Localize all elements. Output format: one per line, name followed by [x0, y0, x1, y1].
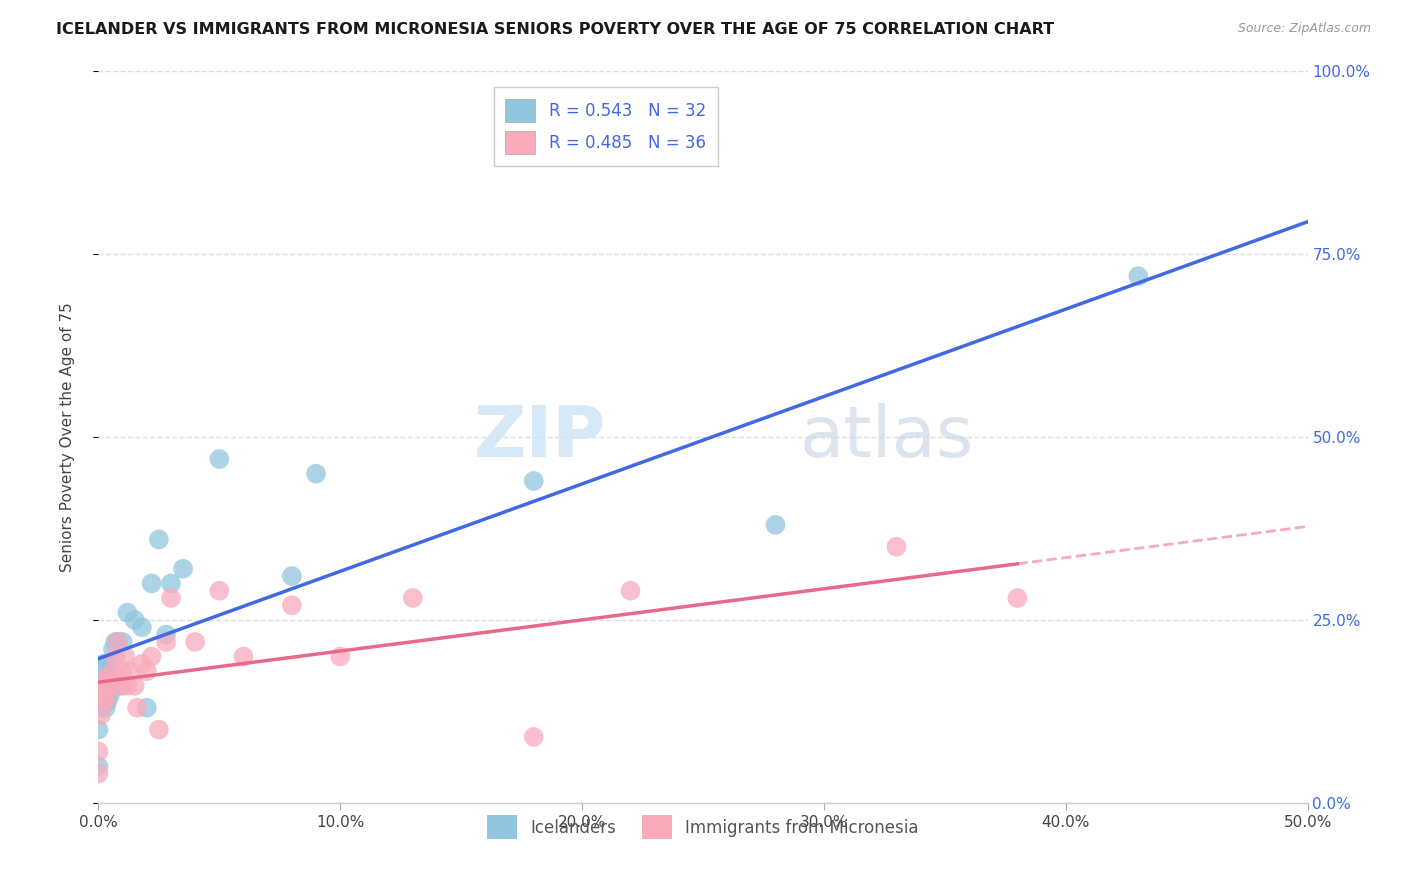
Point	[619, 583, 641, 598]
Point	[141, 576, 163, 591]
Point	[305, 467, 328, 481]
Point	[1007, 591, 1029, 605]
Point	[131, 620, 153, 634]
Point	[94, 657, 117, 671]
Point	[135, 664, 157, 678]
Point	[232, 649, 254, 664]
Text: ICELANDER VS IMMIGRANTS FROM MICRONESIA SENIORS POVERTY OVER THE AGE OF 75 CORRE: ICELANDER VS IMMIGRANTS FROM MICRONESIA …	[56, 22, 1054, 37]
Point	[124, 613, 146, 627]
Point	[208, 452, 231, 467]
Point	[117, 679, 139, 693]
Point	[281, 569, 304, 583]
Point	[97, 693, 120, 707]
Point	[155, 627, 177, 641]
Point	[87, 723, 110, 737]
Point	[94, 672, 117, 686]
Point	[765, 517, 787, 532]
Point	[107, 635, 129, 649]
Point	[131, 657, 153, 671]
Point	[523, 730, 546, 744]
Point	[90, 708, 112, 723]
Text: Source: ZipAtlas.com: Source: ZipAtlas.com	[1237, 22, 1371, 36]
Point	[172, 562, 194, 576]
Point	[127, 700, 149, 714]
Point	[90, 700, 112, 714]
Point	[155, 635, 177, 649]
Point	[135, 700, 157, 714]
Point	[886, 540, 908, 554]
Point	[91, 693, 114, 707]
Point	[148, 533, 170, 547]
Point	[94, 700, 117, 714]
Point	[90, 679, 112, 693]
Point	[87, 759, 110, 773]
Point	[111, 664, 134, 678]
Point	[107, 635, 129, 649]
Point	[111, 679, 134, 693]
Point	[94, 693, 117, 707]
Point	[329, 649, 352, 664]
Point	[281, 599, 304, 613]
Point	[117, 606, 139, 620]
Point	[90, 686, 112, 700]
Point	[91, 657, 114, 671]
Point	[100, 679, 122, 693]
Point	[101, 664, 124, 678]
Point	[91, 679, 114, 693]
Point	[87, 766, 110, 780]
Point	[160, 591, 183, 605]
Point	[104, 649, 127, 664]
Point	[97, 679, 120, 693]
Point	[97, 672, 120, 686]
Point	[114, 649, 136, 664]
Point	[111, 635, 134, 649]
Point	[101, 642, 124, 657]
Point	[1128, 269, 1150, 284]
Point	[208, 583, 231, 598]
Point	[160, 576, 183, 591]
Y-axis label: Seniors Poverty Over the Age of 75: Seniors Poverty Over the Age of 75	[60, 302, 75, 572]
Point	[184, 635, 207, 649]
Point	[118, 664, 141, 678]
Legend: Icelanders, Immigrants from Micronesia: Icelanders, Immigrants from Micronesia	[481, 809, 925, 846]
Point	[100, 686, 122, 700]
Text: ZIP: ZIP	[474, 402, 606, 472]
Point	[402, 591, 425, 605]
Point	[523, 474, 546, 488]
Point	[141, 649, 163, 664]
Point	[91, 672, 114, 686]
Point	[124, 679, 146, 693]
Point	[104, 635, 127, 649]
Point	[100, 657, 122, 671]
Text: atlas: atlas	[800, 402, 974, 472]
Point	[87, 745, 110, 759]
Point	[108, 679, 131, 693]
Point	[148, 723, 170, 737]
